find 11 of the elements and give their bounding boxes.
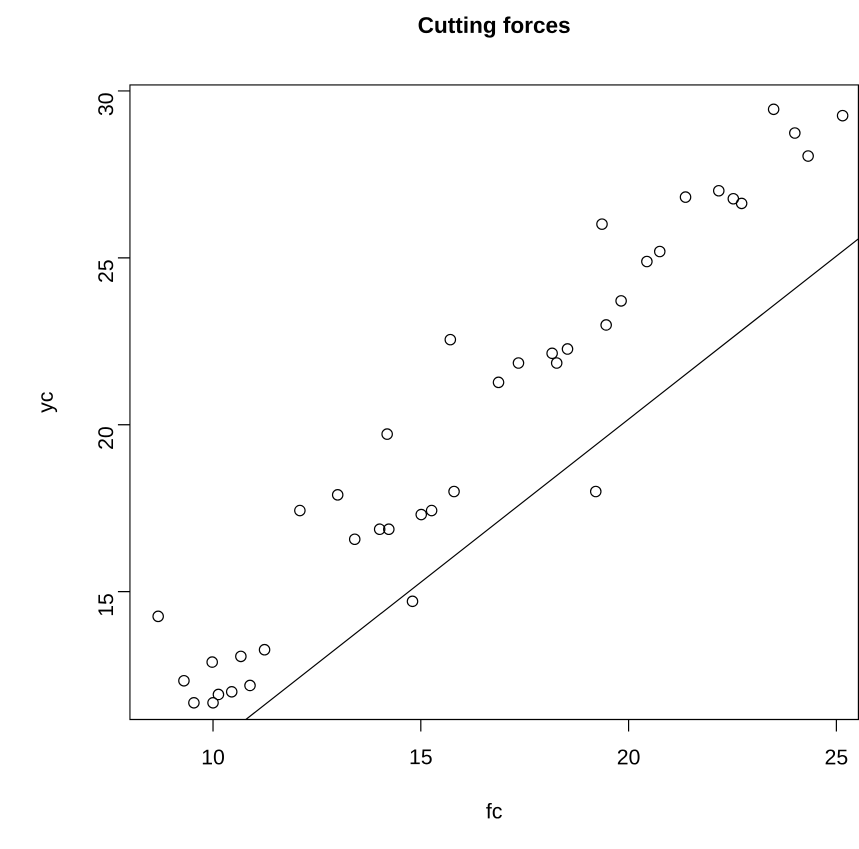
- y-axis-title: yc: [41, 392, 58, 413]
- x-axis-title: fc: [486, 802, 502, 818]
- y-tick-label: 30: [98, 93, 114, 116]
- x-tick-label: 20: [618, 749, 640, 764]
- y-tick-label: 15: [98, 594, 114, 615]
- x-tick-label: 15: [410, 749, 432, 764]
- chart-title: Cutting forces: [418, 16, 570, 38]
- x-tick-label: 10: [202, 749, 224, 764]
- x-tick-label: 25: [826, 749, 848, 764]
- y-tick-label: 25: [98, 260, 114, 282]
- y-tick-label: 20: [98, 426, 114, 449]
